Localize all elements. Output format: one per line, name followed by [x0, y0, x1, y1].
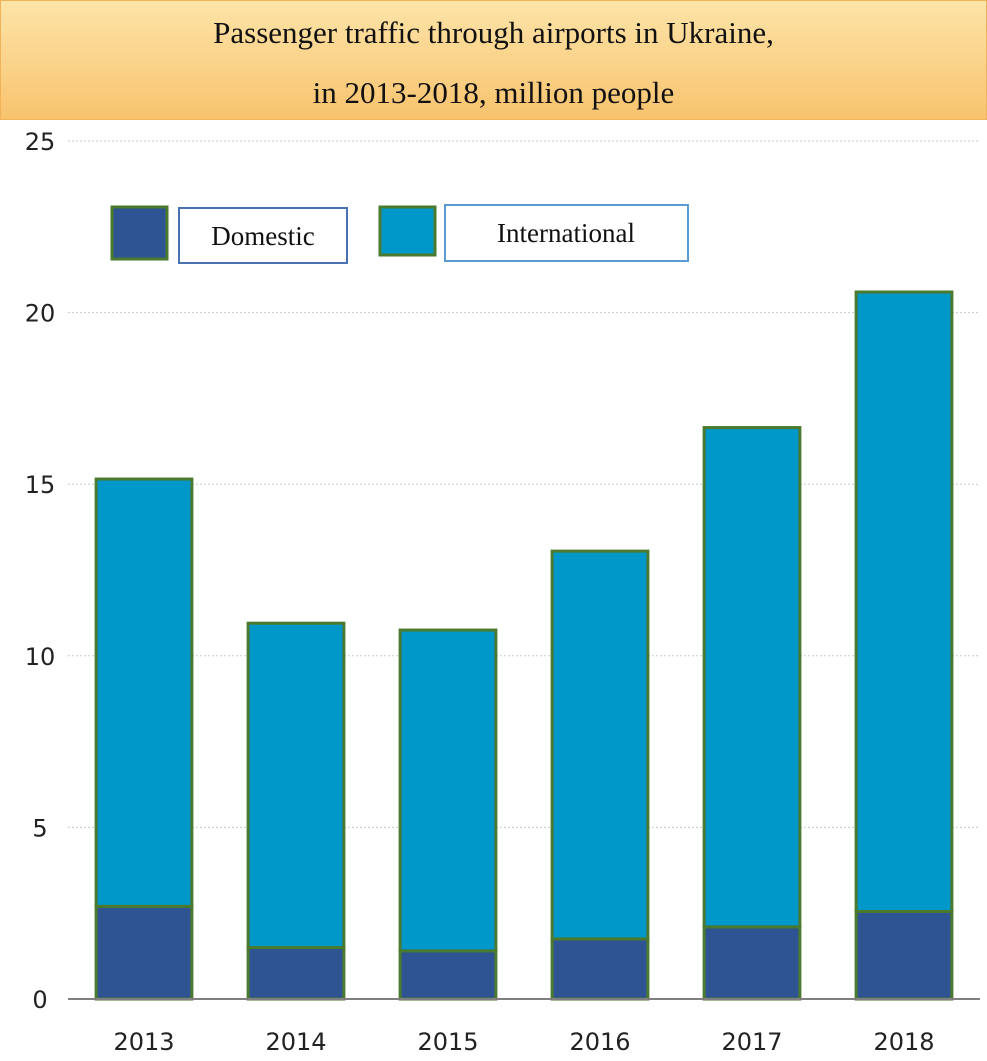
bar-international-2015	[398, 628, 498, 953]
legend-label-box-international	[444, 204, 689, 262]
x-tick-label: 2016	[569, 1028, 630, 1056]
bar-international-2014	[246, 621, 346, 950]
bar-domestic-2014	[246, 946, 346, 1001]
legend-label-international: International	[497, 218, 635, 248]
y-tick-label: 5	[32, 814, 47, 842]
x-tick-label: 2013	[113, 1028, 174, 1056]
legend-label-box-domestic	[178, 207, 348, 264]
y-tick-label: 25	[25, 128, 56, 156]
x-axis-tick-labels: 2013 2014 2015 2016 2017 2018	[113, 1028, 934, 1056]
gridlines	[68, 140, 980, 828]
x-tick-label: 2014	[265, 1028, 326, 1056]
x-tick-label: 2017	[721, 1028, 782, 1056]
x-tick-label: 2015	[417, 1028, 478, 1056]
bar-domestic-2017	[702, 925, 802, 1001]
chart-title-box: Passenger traffic through airports in Uk…	[0, 0, 987, 120]
y-tick-label: 15	[25, 471, 56, 499]
x-tick-label: 2018	[873, 1028, 934, 1056]
bar-domestic-2013	[94, 904, 194, 1001]
y-tick-label: 10	[25, 643, 56, 671]
y-tick-label: 20	[25, 300, 56, 328]
y-tick-label: 0	[32, 986, 47, 1014]
bar-international-2017	[702, 426, 802, 929]
bars	[94, 290, 954, 1001]
chart-title-line-2: in 2013-2018, million people	[312, 75, 675, 110]
legend-swatch-international	[378, 205, 437, 257]
bar-domestic-2015	[398, 949, 498, 1001]
legend-label-domestic: Domestic	[211, 221, 314, 251]
chart-title-line-1: Passenger traffic through airports in Uk…	[213, 15, 774, 50]
bar-international-2018	[854, 290, 954, 913]
legend-swatch-domestic	[110, 205, 169, 261]
bar-international-2013	[94, 477, 194, 908]
y-axis-tick-labels: 0 5 10 15 20 25	[25, 128, 56, 1014]
bar-domestic-2018	[854, 909, 954, 1001]
bar-domestic-2016	[550, 937, 650, 1001]
legend: Domestic International	[110, 204, 689, 264]
bar-international-2016	[550, 549, 650, 941]
